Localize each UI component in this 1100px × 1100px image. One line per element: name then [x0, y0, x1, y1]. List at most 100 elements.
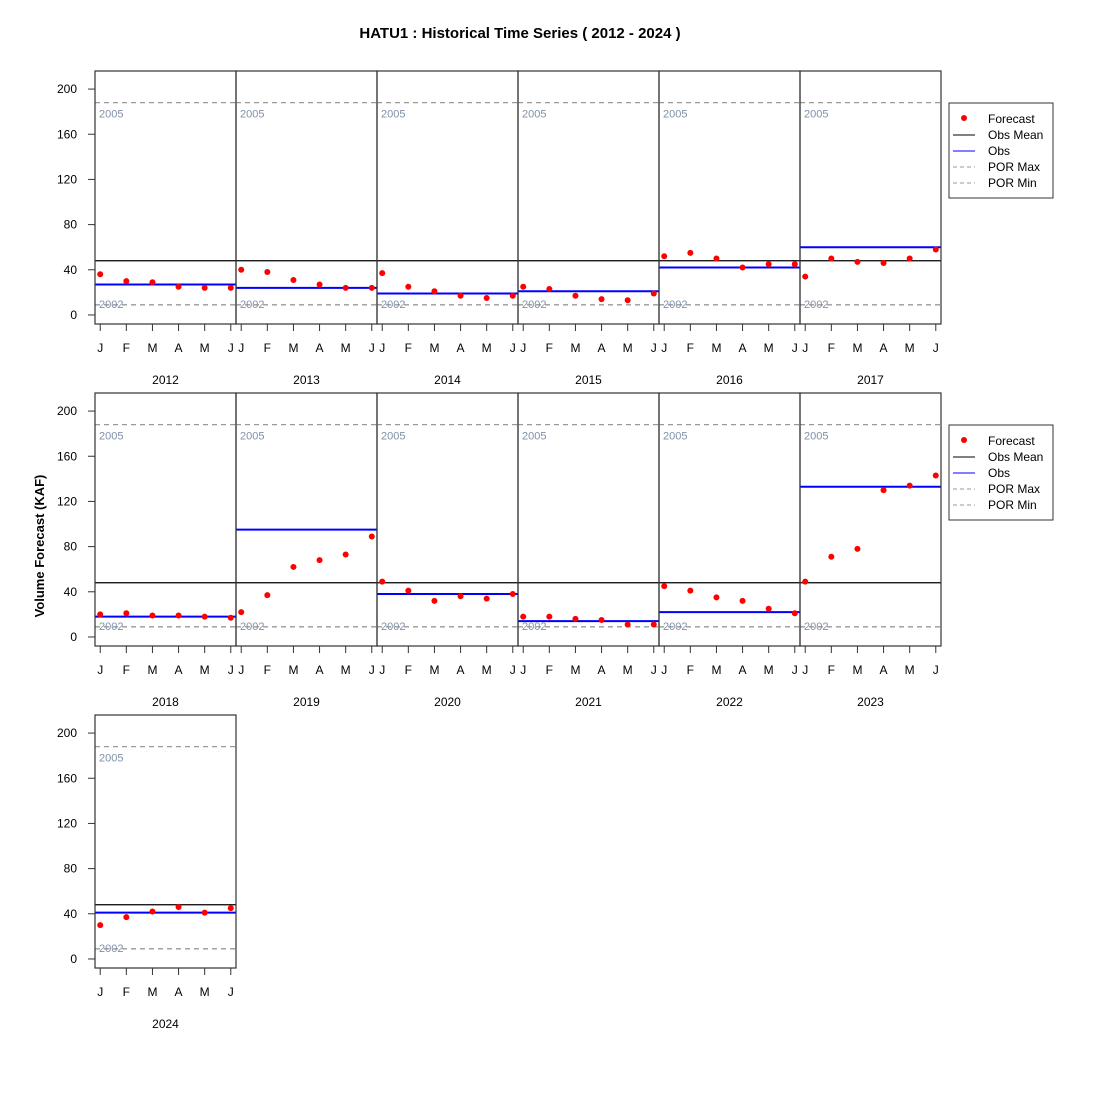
forecast-point — [546, 285, 553, 292]
forecast-point — [765, 261, 772, 268]
y-tick-label: 160 — [57, 449, 77, 463]
forecast-point — [624, 621, 631, 628]
y-tick-label: 160 — [57, 127, 77, 141]
panel-2012: 2005 2002 J F M A M J 2012 0 40 80 120 160 200 — [57, 70, 237, 387]
forecast-point — [290, 276, 297, 283]
legend-label: Obs — [988, 466, 1010, 480]
forecast-point — [624, 297, 631, 304]
por-max-label: 2005 — [99, 431, 123, 443]
forecast-point — [149, 612, 156, 619]
forecast-point — [598, 296, 605, 303]
panel-frame — [799, 392, 942, 647]
y-tick-label: 80 — [64, 218, 78, 232]
por-max-label: 2005 — [381, 109, 405, 121]
x-tick-label: J — [661, 341, 667, 355]
panel-2016: 2005 2002 J F M A M J 2016 — [658, 70, 801, 387]
forecast-point — [201, 909, 208, 916]
forecast-point — [201, 284, 208, 291]
legend-label: Forecast — [988, 112, 1035, 126]
x-tick-label: M — [341, 663, 351, 677]
legend-label: Obs Mean — [988, 450, 1043, 464]
x-tick-label: M — [905, 341, 915, 355]
legend: Forecast Obs Mean Obs POR Max POR Min — [948, 102, 1054, 199]
y-tick-label: 120 — [57, 494, 77, 508]
forecast-point — [791, 261, 798, 268]
por-min-label: 2002 — [381, 299, 405, 311]
x-tick-label: M — [200, 341, 210, 355]
por-max-label: 2005 — [381, 431, 405, 443]
x-tick-label: M — [288, 341, 298, 355]
por-min-label: 2002 — [381, 621, 405, 633]
panel-year-label: 2019 — [293, 695, 320, 709]
x-tick-label: F — [828, 663, 835, 677]
forecast-point — [739, 597, 746, 604]
y-tick-label: 40 — [64, 907, 78, 921]
forecast-point — [880, 487, 887, 494]
forecast-point — [509, 591, 516, 598]
x-tick-label: F — [123, 663, 130, 677]
y-tick-label: 0 — [70, 308, 77, 322]
forecast-point — [457, 593, 464, 600]
forecast-point — [546, 613, 553, 620]
panel-2014: 2005 2002 J F M A M J 2014 — [376, 70, 519, 387]
y-tick-label: 160 — [57, 771, 77, 785]
panel-year-label: 2020 — [434, 695, 461, 709]
forecast-point — [880, 260, 887, 267]
x-tick-label: M — [482, 341, 492, 355]
forecast-point — [713, 255, 720, 262]
por-max-label: 2005 — [240, 431, 264, 443]
forecast-point — [342, 284, 349, 291]
forecast-point — [149, 279, 156, 286]
forecast-point — [520, 283, 527, 290]
x-tick-label: M — [764, 341, 774, 355]
x-tick-label: M — [570, 663, 580, 677]
forecast-point — [264, 592, 271, 599]
forecast-point — [123, 610, 130, 617]
x-tick-label: J — [97, 985, 103, 999]
legend-label: POR Min — [988, 498, 1037, 512]
legend-label: Obs — [988, 144, 1010, 158]
forecast-point — [932, 472, 939, 479]
por-max-label: 2005 — [663, 431, 687, 443]
y-tick-label: 0 — [70, 952, 77, 966]
forecast-point — [483, 295, 490, 302]
x-tick-label: M — [288, 663, 298, 677]
forecast-point — [238, 266, 245, 273]
x-tick-label: J — [228, 663, 234, 677]
panel-2017: 2005 2002 J F M A M J 2017 — [799, 70, 942, 387]
x-tick-label: J — [379, 663, 385, 677]
forecast-point — [854, 545, 861, 552]
x-tick-label: A — [316, 663, 324, 677]
forecast-point — [123, 278, 130, 285]
x-tick-label: M — [852, 663, 862, 677]
forecast-point — [828, 553, 835, 560]
panel-year-label: 2018 — [152, 695, 179, 709]
y-tick-label: 40 — [64, 585, 78, 599]
x-tick-label: M — [429, 663, 439, 677]
forecast-point — [457, 292, 464, 299]
x-tick-label: M — [482, 663, 492, 677]
forecast-point — [765, 605, 772, 612]
x-tick-label: J — [792, 341, 798, 355]
forecast-point — [290, 563, 297, 570]
por-max-label: 2005 — [663, 109, 687, 121]
panel-2023: 2005 2002 J F M A M J 2023 — [799, 392, 942, 709]
x-tick-label: J — [802, 341, 808, 355]
forecast-point — [661, 583, 668, 590]
x-tick-label: F — [123, 985, 130, 999]
x-tick-label: F — [264, 663, 271, 677]
panel-year-label: 2023 — [857, 695, 884, 709]
x-tick-label: F — [546, 341, 553, 355]
panel-2020: 2005 2002 J F M A M J 2020 — [376, 392, 519, 709]
por-max-label: 2005 — [804, 109, 828, 121]
x-tick-label: M — [570, 341, 580, 355]
legend-label: Obs Mean — [988, 128, 1043, 142]
x-tick-label: J — [520, 341, 526, 355]
x-tick-label: F — [546, 663, 553, 677]
x-tick-label: J — [510, 341, 516, 355]
x-tick-label: J — [228, 341, 234, 355]
forecast-point — [431, 288, 438, 295]
panel-year-label: 2013 — [293, 373, 320, 387]
x-tick-label: F — [405, 663, 412, 677]
